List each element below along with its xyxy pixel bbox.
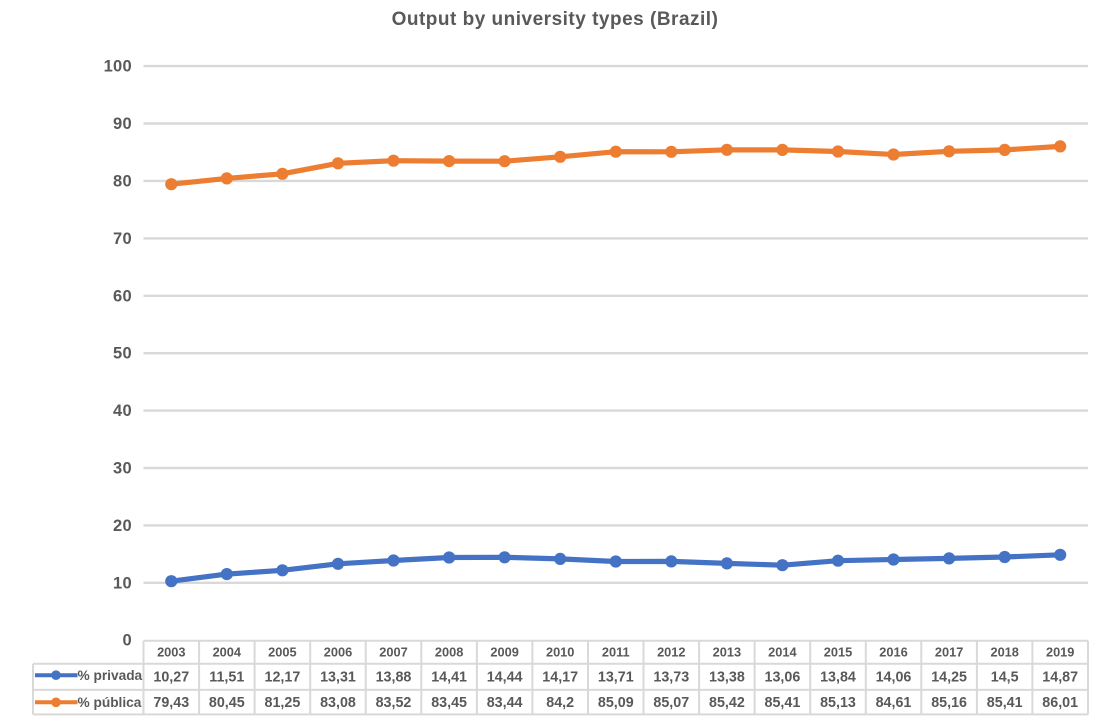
svg-text:14,5: 14,5 [991, 670, 1019, 686]
svg-text:14,06: 14,06 [876, 670, 912, 686]
svg-text:100: 100 [104, 58, 132, 76]
svg-text:2018: 2018 [990, 645, 1018, 660]
svg-text:% pública: % pública [78, 695, 142, 710]
svg-text:85,41: 85,41 [765, 695, 801, 711]
svg-text:10,27: 10,27 [153, 670, 189, 686]
svg-text:14,25: 14,25 [931, 670, 967, 686]
svg-text:2016: 2016 [879, 645, 907, 660]
svg-text:86,01: 86,01 [1042, 695, 1078, 711]
svg-text:84,2: 84,2 [546, 695, 574, 711]
svg-text:14,17: 14,17 [542, 670, 578, 686]
svg-text:2015: 2015 [824, 645, 852, 660]
svg-text:14,41: 14,41 [431, 670, 467, 686]
svg-text:2007: 2007 [379, 645, 407, 660]
svg-text:13,38: 13,38 [709, 670, 745, 686]
svg-text:0: 0 [123, 632, 132, 650]
svg-text:13,71: 13,71 [598, 670, 634, 686]
svg-text:85,13: 85,13 [820, 695, 856, 711]
svg-text:80: 80 [113, 172, 132, 190]
svg-text:2014: 2014 [768, 645, 797, 660]
svg-text:83,44: 83,44 [487, 695, 523, 711]
svg-text:60: 60 [113, 287, 132, 305]
svg-text:85,07: 85,07 [653, 695, 689, 711]
svg-text:83,08: 83,08 [320, 695, 356, 711]
svg-text:2004: 2004 [213, 645, 242, 660]
svg-text:2017: 2017 [935, 645, 963, 660]
svg-text:30: 30 [113, 460, 132, 478]
svg-text:2005: 2005 [268, 645, 296, 660]
svg-text:14,87: 14,87 [1042, 670, 1078, 686]
svg-text:80,45: 80,45 [209, 695, 245, 711]
svg-text:13,73: 13,73 [653, 670, 689, 686]
svg-text:85,42: 85,42 [709, 695, 745, 711]
svg-text:12,17: 12,17 [265, 670, 301, 686]
svg-text:2012: 2012 [657, 645, 685, 660]
svg-text:85,41: 85,41 [987, 695, 1023, 711]
svg-text:14,44: 14,44 [487, 670, 523, 686]
svg-text:11,51: 11,51 [209, 670, 244, 686]
svg-text:13,31: 13,31 [320, 670, 356, 686]
svg-text:50: 50 [113, 345, 132, 363]
svg-text:13,06: 13,06 [765, 670, 801, 686]
svg-text:% privada: % privada [78, 668, 143, 683]
svg-text:2008: 2008 [435, 645, 463, 660]
svg-text:2011: 2011 [602, 645, 630, 660]
svg-text:83,45: 83,45 [431, 695, 467, 711]
svg-text:2010: 2010 [546, 645, 574, 660]
svg-text:70: 70 [113, 230, 132, 248]
svg-text:2019: 2019 [1046, 645, 1074, 660]
svg-text:10: 10 [113, 574, 132, 592]
svg-text:84,61: 84,61 [876, 695, 912, 711]
svg-text:81,25: 81,25 [265, 695, 301, 711]
svg-text:40: 40 [113, 402, 132, 420]
svg-text:79,43: 79,43 [153, 695, 189, 711]
svg-text:85,16: 85,16 [931, 695, 967, 711]
svg-text:83,52: 83,52 [376, 695, 412, 711]
svg-text:90: 90 [113, 115, 132, 133]
svg-text:2009: 2009 [490, 645, 518, 660]
svg-text:2003: 2003 [157, 645, 185, 660]
svg-text:20: 20 [113, 517, 132, 535]
svg-text:2006: 2006 [324, 645, 352, 660]
svg-text:85,09: 85,09 [598, 695, 634, 711]
svg-text:2013: 2013 [713, 645, 741, 660]
svg-text:13,84: 13,84 [820, 670, 856, 686]
svg-text:Output by university types (Br: Output by university types (Brazil) [392, 9, 719, 30]
svg-text:13,88: 13,88 [376, 670, 412, 686]
